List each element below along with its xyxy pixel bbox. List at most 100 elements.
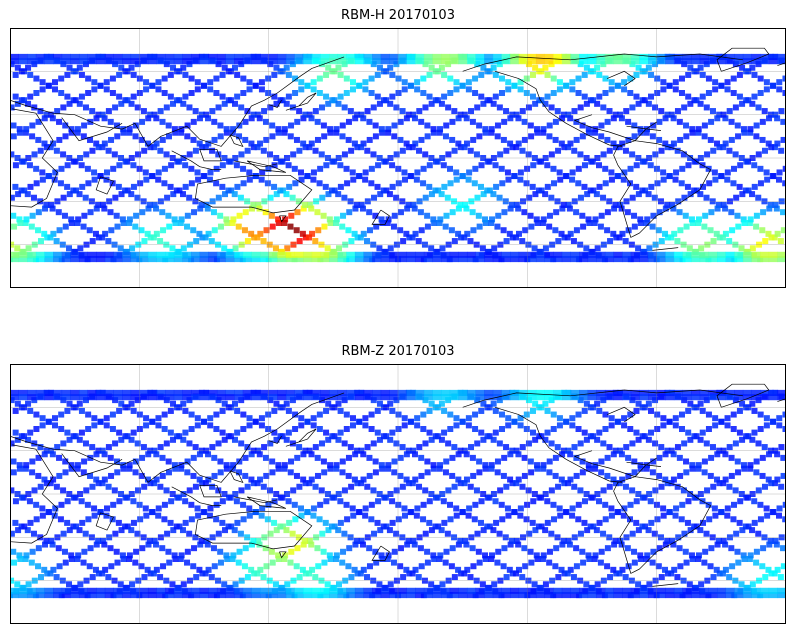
swath-cell	[768, 480, 775, 487]
swath-cell	[693, 523, 700, 530]
swath-cell	[120, 465, 127, 472]
swath-cell	[375, 498, 382, 505]
swath-cell	[484, 187, 491, 194]
swath-cell	[475, 389, 485, 396]
swath-cell	[596, 162, 603, 169]
swath-cell	[587, 251, 597, 258]
swath-cell	[569, 415, 576, 422]
swath-cell	[739, 527, 746, 534]
swath-cell	[337, 71, 344, 78]
swath-cell	[529, 71, 536, 78]
swath-cell	[463, 115, 470, 122]
swath-cell	[199, 251, 209, 258]
swath-cell	[639, 53, 649, 60]
swath-cell	[643, 556, 650, 562]
swath-cell	[10, 104, 15, 111]
swath-cell	[382, 494, 389, 501]
swath-cell	[208, 587, 218, 594]
swath-cell	[597, 559, 604, 566]
swath-cell	[231, 436, 238, 443]
swath-cell	[426, 183, 433, 190]
swath-cell	[522, 227, 529, 234]
swath-cell	[579, 256, 589, 263]
swath-cell	[273, 436, 280, 443]
coastline	[61, 117, 123, 142]
swath-cell	[571, 108, 578, 115]
swath-cell	[534, 129, 541, 136]
swath-cell	[443, 122, 450, 129]
swath-cell	[337, 592, 347, 599]
swath-cell	[285, 429, 292, 436]
swath-cell	[678, 516, 685, 523]
swath-cell	[298, 176, 305, 183]
swath-cell	[104, 58, 114, 65]
swath-cell	[37, 483, 44, 490]
swath-cell	[665, 251, 675, 258]
swath-cell	[356, 82, 363, 89]
swath-cell	[724, 512, 731, 519]
swath-cell	[630, 592, 640, 599]
swath-cell	[708, 592, 718, 599]
swath-cell	[35, 209, 42, 216]
swath-cell	[488, 126, 495, 133]
swath-cell	[363, 256, 373, 263]
swath-cell	[623, 444, 630, 451]
swath-cell	[466, 394, 476, 401]
swath-cell	[196, 566, 203, 573]
swath-cell	[165, 122, 172, 129]
swath-cell	[432, 53, 442, 60]
swath-cell	[18, 394, 28, 401]
swath-cell	[302, 570, 309, 577]
swath-cell	[208, 389, 218, 396]
coastline	[494, 70, 623, 147]
swath-cell	[170, 64, 177, 71]
swath-cell	[472, 411, 479, 418]
swath-cell	[777, 251, 786, 258]
swath-cell	[161, 411, 168, 418]
swath-cell	[606, 444, 613, 451]
swath-cell	[306, 234, 313, 241]
swath-cell	[715, 201, 722, 208]
swath-cell	[372, 394, 382, 401]
swath-cell	[157, 483, 164, 490]
swath-cell	[236, 133, 243, 140]
swath-cell	[553, 592, 563, 599]
swath-cell	[346, 592, 356, 599]
swath-cell	[617, 537, 624, 544]
swath-cell	[316, 426, 323, 432]
swath-cell	[134, 530, 141, 537]
swath-cell	[263, 136, 270, 143]
swath-cell	[246, 512, 253, 519]
swath-cell	[161, 180, 168, 187]
swath-cell	[548, 487, 555, 494]
swath-cell	[650, 212, 657, 219]
swath-cell	[730, 180, 737, 187]
swath-cell	[777, 574, 784, 581]
swath-cell	[60, 530, 67, 537]
swath-cell	[453, 415, 460, 422]
swath-cell	[188, 165, 195, 172]
swath-cell	[277, 394, 287, 401]
swath-cell	[540, 462, 547, 469]
swath-cell	[285, 407, 292, 414]
swath-cell	[389, 394, 399, 401]
swath-cell	[664, 480, 671, 487]
swath-cell	[385, 462, 392, 469]
panel-title-rbm-z: RBM-Z 20170103	[341, 344, 455, 359]
swath-cell	[699, 256, 709, 263]
swath-cell	[720, 537, 727, 544]
swath-cell	[345, 227, 352, 234]
swath-cell	[240, 165, 247, 172]
swath-cell	[186, 194, 193, 201]
swath-cell	[354, 480, 361, 487]
swath-cell	[60, 194, 67, 201]
swath-cell	[27, 58, 37, 65]
swath-cell	[488, 465, 495, 472]
swath-cell	[329, 394, 339, 401]
swath-cell	[26, 498, 33, 505]
swath-cell	[22, 220, 29, 226]
swath-cell	[277, 251, 287, 258]
swath-cell	[553, 389, 563, 396]
swath-cell	[747, 126, 754, 133]
swath-cell	[635, 581, 642, 588]
